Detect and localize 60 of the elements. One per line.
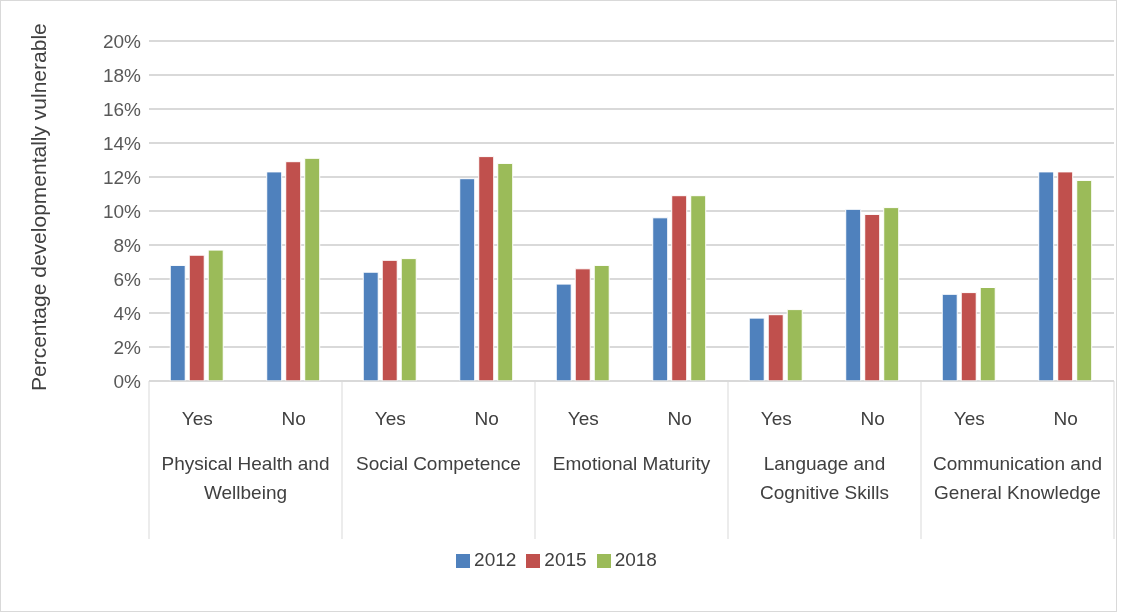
text: Language and Cognitive Skills xyxy=(759,452,890,505)
y-axis-title: Percentage developmentally vulnerable xyxy=(27,23,51,391)
x-tick-label: No xyxy=(667,408,692,429)
bar xyxy=(1038,171,1055,381)
bar xyxy=(381,259,398,381)
bar xyxy=(207,249,224,381)
bar xyxy=(767,314,784,381)
y-tick-label: 16% xyxy=(102,98,142,120)
bar xyxy=(883,207,900,381)
text: Social Competence xyxy=(355,452,522,476)
bar xyxy=(652,217,669,381)
x-tick-label: Yes xyxy=(953,408,985,429)
x-tick-label: Yes xyxy=(567,408,599,429)
bar xyxy=(593,264,610,381)
x-tick-label: No xyxy=(281,408,306,429)
y-tick-label: 2% xyxy=(113,336,142,358)
x-tick-label: Yes xyxy=(760,408,792,429)
y-tick-label: 20% xyxy=(102,30,142,52)
y-tick-label: 14% xyxy=(102,132,142,154)
y-tick-label: 4% xyxy=(113,302,142,324)
x-tick-label: No xyxy=(860,408,885,429)
y-tick-label: 10% xyxy=(102,200,142,222)
legend-label: 2012 xyxy=(474,549,517,570)
legend-label: 2015 xyxy=(544,549,587,570)
bar xyxy=(459,178,476,381)
bar xyxy=(960,292,977,381)
bar xyxy=(1076,179,1093,381)
bar xyxy=(786,309,803,381)
x-tick-label: Yes xyxy=(181,408,213,429)
bar xyxy=(304,157,321,381)
x-tick-label: No xyxy=(474,408,499,429)
bar xyxy=(979,287,996,381)
y-tick-label: 0% xyxy=(113,370,142,392)
bar xyxy=(497,162,514,381)
bar xyxy=(285,161,302,381)
text: Emotional Maturity xyxy=(551,452,712,476)
x-tick-label: No xyxy=(1053,408,1078,429)
y-tick-label: 18% xyxy=(102,64,142,86)
legend-label: 2018 xyxy=(614,549,657,570)
bar xyxy=(748,317,765,381)
bar xyxy=(845,208,862,381)
bar xyxy=(574,268,591,381)
bar xyxy=(362,271,379,381)
y-tick-label: 6% xyxy=(113,268,142,290)
bar xyxy=(555,283,572,381)
x-tick-label: Yes xyxy=(374,408,406,429)
y-tick-label: 8% xyxy=(113,234,142,256)
bar xyxy=(1057,171,1074,381)
bar xyxy=(188,254,205,381)
bar xyxy=(941,293,958,381)
bar xyxy=(864,213,881,381)
bar xyxy=(169,264,186,381)
bar xyxy=(266,171,283,381)
text: Communication and General Knowledge xyxy=(932,452,1103,505)
bar xyxy=(400,258,417,381)
bar xyxy=(671,195,688,381)
bar xyxy=(690,195,707,381)
bar xyxy=(478,156,495,381)
text: Physical Health and Wellbeing xyxy=(160,452,331,505)
y-tick-label: 12% xyxy=(102,166,142,188)
